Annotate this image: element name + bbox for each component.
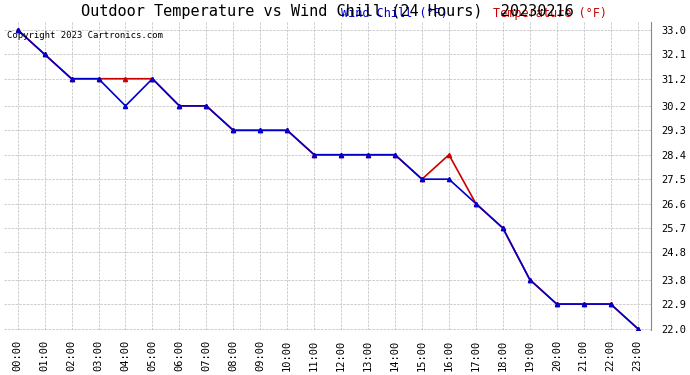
Text: Wind Chill (°F): Wind Chill (°F) [341,7,462,20]
Title: Outdoor Temperature vs Wind Chill (24 Hours)  20230216: Outdoor Temperature vs Wind Chill (24 Ho… [81,4,574,19]
Text: Temperature (°F): Temperature (°F) [493,7,607,20]
Text: Copyright 2023 Cartronics.com: Copyright 2023 Cartronics.com [8,31,164,40]
